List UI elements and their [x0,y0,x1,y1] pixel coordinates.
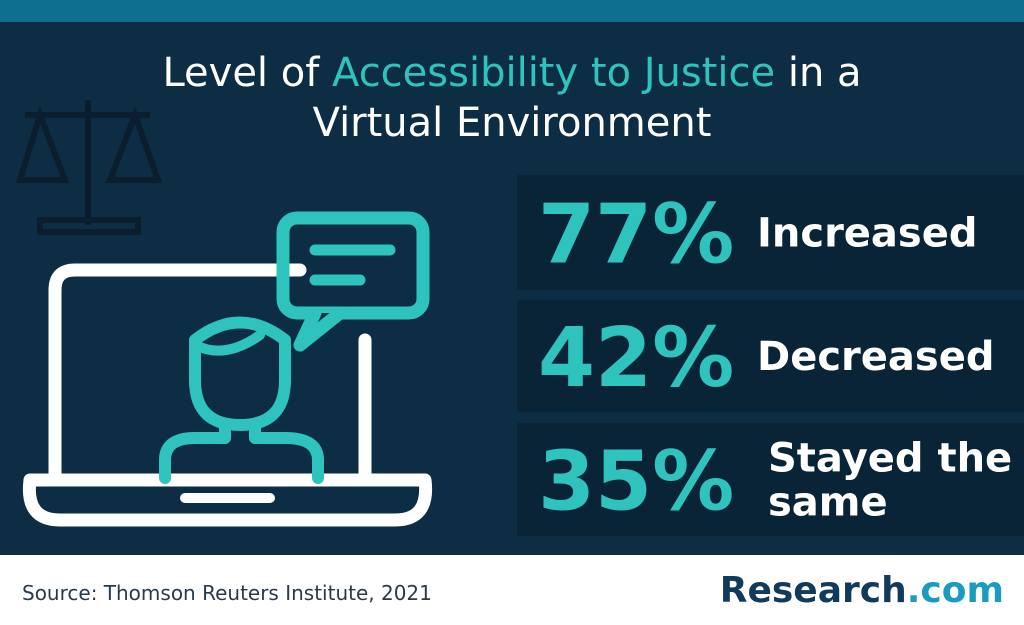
scales-icon [15,100,163,235]
stat-percent: 77% [538,188,734,283]
stat-percent: 35% [538,435,734,530]
logo: Research.com [720,570,1004,611]
logo-suffix: .com [907,570,1004,611]
stats: 77% Increased 42% Decreased 35% Stayed thesam… [517,175,1024,536]
source: Source: Thomson Reuters Institute, 2021 [22,581,432,605]
stat-panel [517,300,1024,412]
laptop-icon [22,211,433,527]
title-line-1: Level of Accessibility to Justice in a [162,50,861,96]
stat-percent: 42% [538,311,734,406]
title-text: Level of [162,50,332,96]
title-text: in a [775,50,861,96]
stat-label: Stayed the [768,436,1012,482]
stat-label: Increased [757,211,978,257]
stat-label: Decreased [757,334,994,380]
stat-panel [517,175,1024,290]
stat-label: same [768,480,888,526]
top-strip [0,0,1024,22]
title-line-2: Virtual Environment [313,100,712,146]
footer [0,555,1024,625]
stat-panel [517,423,1024,536]
logo-text: Research [720,570,907,611]
title-highlight: Accessibility to Justice [332,50,775,96]
